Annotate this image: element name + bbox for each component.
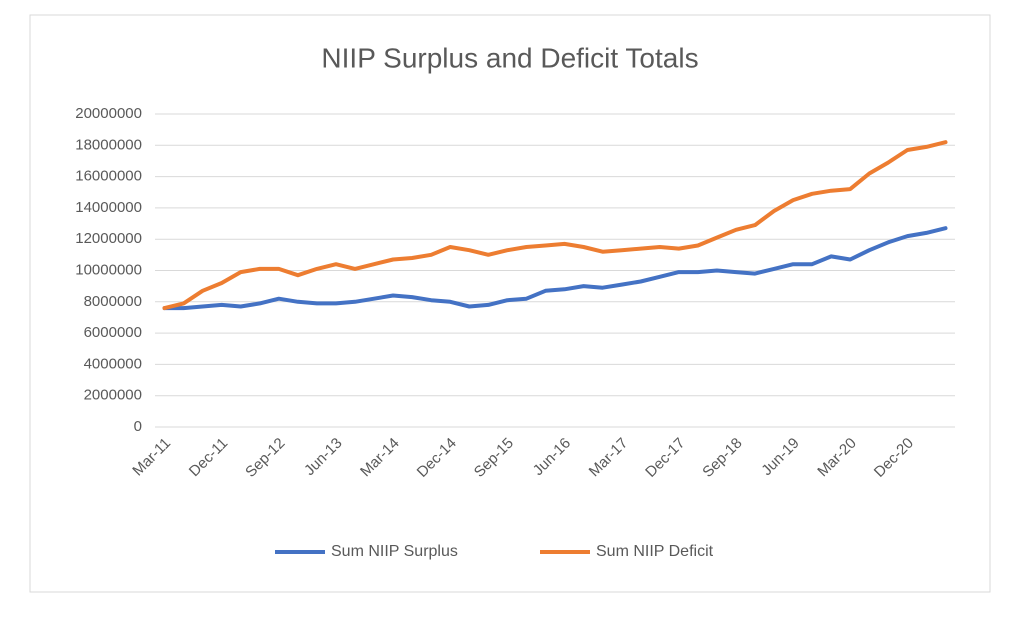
series-line [162,140,948,311]
y-tick-label: 10000000 [75,261,142,278]
chart-title: NIIP Surplus and Deficit Totals [321,42,698,73]
y-tick-label: 0 [134,418,142,435]
y-tick-label: 12000000 [75,230,142,247]
y-tick-label: 16000000 [75,168,142,185]
y-tick-label: 14000000 [75,199,142,216]
y-tick-label: 6000000 [84,324,142,341]
y-tick-label: 18000000 [75,136,142,153]
y-tick-label: 4000000 [84,355,142,372]
chart-frame [29,14,991,593]
y-tick-label: 2000000 [84,387,142,404]
legend-label: Sum NIIP Deficit [596,543,714,560]
legend-label: Sum NIIP Surplus [331,543,458,560]
y-tick-label: 20000000 [75,105,142,122]
series-line [162,226,948,311]
y-tick-label: 8000000 [84,293,142,310]
